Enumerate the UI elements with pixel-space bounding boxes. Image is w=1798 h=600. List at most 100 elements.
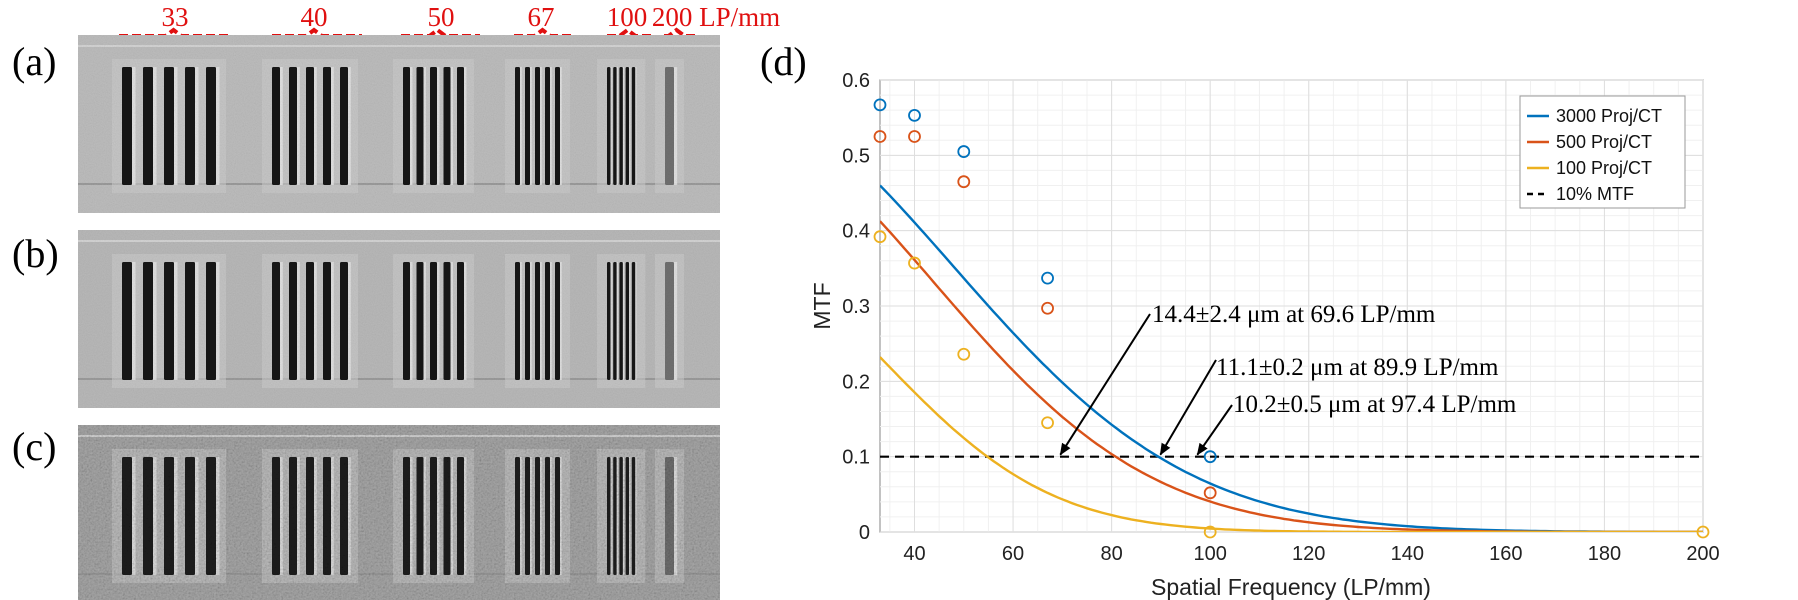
target-bar — [289, 262, 297, 380]
y-tick-label: 0 — [859, 522, 870, 544]
legend: 3000 Proj/CT 500 Proj/CT 100 Proj/CT 10% MT… — [1519, 95, 1686, 209]
ct-image — [78, 230, 720, 408]
target-bar — [306, 457, 314, 575]
target-bar — [323, 262, 331, 380]
data-point — [1041, 301, 1054, 315]
target-bar — [206, 457, 216, 575]
target-bar — [416, 67, 424, 185]
target-bar — [515, 67, 520, 185]
target-bar — [613, 262, 617, 380]
target-bar — [430, 457, 437, 575]
data-point — [1203, 525, 1217, 539]
panel-label-b: (b) — [12, 231, 59, 276]
data-point — [1041, 416, 1054, 430]
annotation-text: 11.1±0.2 μm at 89.9 LP/mm — [1216, 354, 1499, 381]
target-bar — [143, 457, 153, 575]
target-bar — [164, 67, 174, 185]
target-bar — [525, 457, 530, 575]
target-bar — [631, 67, 636, 185]
lp-group-label: 33 — [162, 2, 189, 32]
x-tick-label: 120 — [1292, 543, 1325, 565]
y-tick-label: 0.6 — [842, 70, 870, 92]
panel-label-a: (a) — [12, 39, 56, 84]
x-tick-label: 100 — [1193, 543, 1226, 565]
lp-group-label: 50 — [428, 2, 455, 32]
x-tick-label: 160 — [1489, 543, 1522, 565]
target-bar — [323, 457, 331, 575]
target-bar — [535, 262, 540, 380]
x-axis-title: Spatial Frequency (LP/mm) — [1151, 574, 1431, 600]
mtf-chart: 40 60 80 100 120 140 160 180 200 0 0.1 0.2 0.3 0.4 0.… — [809, 70, 1720, 600]
target-bar — [607, 262, 611, 380]
target-bar — [619, 262, 623, 380]
target-bar — [443, 457, 451, 575]
x-tick-label: 60 — [1002, 543, 1024, 565]
target-bar — [613, 67, 617, 185]
data-point — [957, 175, 971, 189]
target-bar — [185, 67, 195, 185]
data-point — [908, 256, 921, 270]
y-tick-label: 0.3 — [842, 296, 870, 318]
annotation-text: 14.4±2.4 μm at 69.6 LP/mm — [1152, 301, 1436, 328]
target-bar — [122, 262, 132, 380]
target-bar — [545, 262, 550, 380]
target-bar — [272, 457, 280, 575]
legend-box — [1519, 95, 1686, 209]
target-bar — [665, 67, 674, 185]
target-bar — [457, 457, 464, 575]
target-bar — [555, 262, 560, 380]
target-bar — [206, 262, 216, 380]
data-point — [873, 230, 887, 244]
annotation-arrow — [1159, 359, 1217, 456]
target-bar — [515, 457, 520, 575]
target-bar — [185, 457, 195, 575]
data-point — [873, 98, 887, 112]
target-bar — [289, 67, 297, 185]
target-bar — [430, 67, 437, 185]
target-bar — [143, 67, 153, 185]
data-point — [908, 130, 921, 143]
data-point — [1041, 271, 1054, 285]
target-bar — [340, 262, 348, 380]
annotation-arrow — [1059, 313, 1151, 456]
target-bar — [515, 262, 520, 380]
target-bar — [665, 262, 674, 380]
data-point — [908, 109, 921, 122]
target-bar — [164, 262, 174, 380]
target-bar — [206, 67, 216, 185]
target-bar — [340, 67, 348, 185]
ct-image-rows — [78, 35, 720, 600]
ct-image — [78, 35, 720, 213]
target-bar — [122, 67, 132, 185]
target-bar — [619, 67, 623, 185]
x-tick-label: 140 — [1391, 543, 1424, 565]
target-bar — [122, 457, 132, 575]
target-bar — [443, 262, 451, 380]
target-bar — [665, 457, 674, 575]
y-tick-label: 0.5 — [842, 145, 870, 167]
data-point — [1203, 486, 1217, 500]
fit-curves — [880, 184, 1703, 532]
target-bar — [443, 67, 451, 185]
lp-labels: 33 40 50 67 100 200 LP/mm — [162, 2, 781, 32]
target-bar — [625, 457, 630, 575]
data-point — [873, 130, 887, 143]
target-bar — [625, 67, 630, 185]
target-bar — [306, 262, 314, 380]
target-bar — [457, 67, 464, 185]
y-axis-title: MTF — [809, 282, 835, 329]
target-bar — [403, 457, 410, 575]
lp-group-label: 100 — [607, 2, 648, 32]
lp-group-label: 67 — [528, 2, 555, 32]
y-axis-ticks: 0 0.1 0.2 0.3 0.4 0.5 0.6 — [842, 70, 870, 544]
data-point — [1203, 450, 1217, 464]
target-bar — [631, 457, 636, 575]
target-bar — [416, 457, 424, 575]
target-bar — [631, 262, 636, 380]
data-point — [957, 145, 971, 158]
target-bar — [306, 67, 314, 185]
annotations: 14.4±2.4 μm at 69.6 LP/mm 11.1±0.2 μm at … — [1059, 301, 1517, 456]
y-tick-label: 0.2 — [842, 371, 870, 393]
annotation-arrow — [1196, 404, 1233, 456]
